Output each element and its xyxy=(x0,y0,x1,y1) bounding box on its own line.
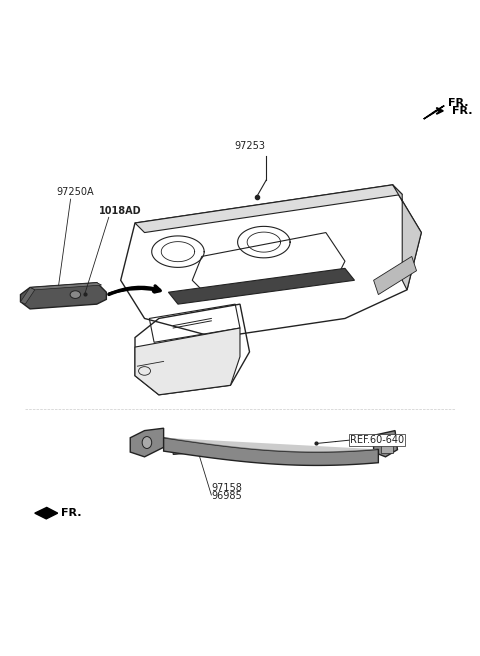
Text: FR.: FR. xyxy=(447,98,468,108)
Ellipse shape xyxy=(70,291,81,298)
Polygon shape xyxy=(393,185,421,290)
Polygon shape xyxy=(30,283,102,290)
Text: 1018AD: 1018AD xyxy=(99,206,142,216)
Polygon shape xyxy=(130,428,164,457)
Polygon shape xyxy=(35,508,58,519)
Polygon shape xyxy=(21,283,107,309)
Polygon shape xyxy=(21,287,35,304)
Polygon shape xyxy=(168,268,355,304)
Polygon shape xyxy=(373,430,397,457)
Text: REF.60-640: REF.60-640 xyxy=(350,435,404,445)
Polygon shape xyxy=(373,256,417,295)
Polygon shape xyxy=(424,106,444,119)
Text: FR.: FR. xyxy=(61,508,82,518)
Polygon shape xyxy=(164,438,378,465)
Text: 97253: 97253 xyxy=(234,142,265,152)
Text: 97250A: 97250A xyxy=(56,187,94,197)
FancyArrowPatch shape xyxy=(109,286,160,295)
Text: 97158: 97158 xyxy=(211,483,242,493)
Bar xyxy=(381,436,393,453)
Polygon shape xyxy=(135,185,402,233)
Polygon shape xyxy=(164,438,378,452)
Polygon shape xyxy=(135,328,240,395)
Polygon shape xyxy=(173,443,190,455)
Ellipse shape xyxy=(142,436,152,449)
Text: FR.: FR. xyxy=(452,106,473,116)
Text: 96985: 96985 xyxy=(211,491,242,501)
